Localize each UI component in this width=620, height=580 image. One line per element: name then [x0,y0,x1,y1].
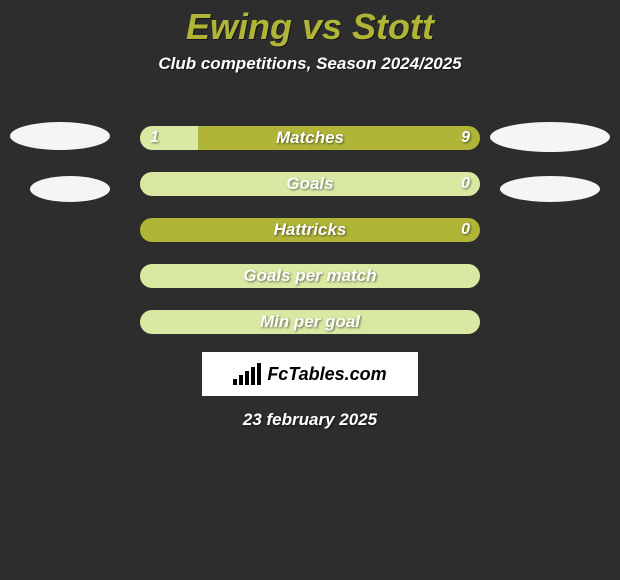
avatar-left-bottom [30,176,110,202]
stat-value-left: 1 [150,126,159,150]
page-title: Ewing vs Stott [0,0,620,48]
avatar-right-top [490,122,610,152]
stat-label: Matches [140,126,480,150]
fctables-badge: FcTables.com [202,352,418,396]
stat-label: Goals [140,172,480,196]
avatar-left-top [10,122,110,150]
stat-label: Hattricks [140,218,480,242]
stats-bars: Matches19Goals0Hattricks0Goals per match… [140,126,480,356]
stat-value-right: 9 [461,126,470,150]
stat-value-right: 0 [461,172,470,196]
stat-row: Matches1 9 [140,126,480,150]
stat-label: Goals per match [140,264,480,288]
subtitle: Club competitions, Season 2024/2025 [0,54,620,74]
avatar-right-bottom [500,176,600,202]
stat-label: Min per goal [140,310,480,334]
barchart-icon [233,363,261,385]
stat-row: Hattricks0 [140,218,480,242]
stat-value-right: 0 [461,218,470,242]
badge-label: FcTables.com [267,364,386,385]
stat-row: Goals per match [140,264,480,288]
date-label: 23 february 2025 [0,410,620,430]
stat-row: Min per goal [140,310,480,334]
infographic-root: Ewing vs Stott Club competitions, Season… [0,0,620,580]
stat-row: Goals0 [140,172,480,196]
